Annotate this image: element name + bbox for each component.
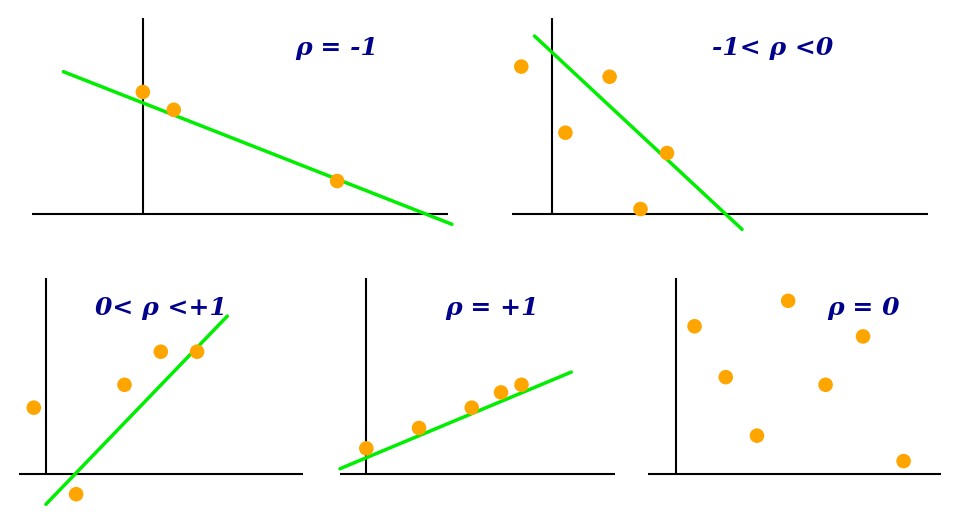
Point xyxy=(602,73,617,81)
Point xyxy=(153,348,169,356)
Text: -1< ρ <0: -1< ρ <0 xyxy=(712,36,833,60)
Point xyxy=(896,457,911,465)
Point xyxy=(189,348,204,356)
Point xyxy=(411,424,426,432)
Point xyxy=(514,381,529,389)
Text: ρ = 0: ρ = 0 xyxy=(827,296,900,320)
Point xyxy=(633,205,648,213)
Point xyxy=(359,444,374,453)
Text: ρ = +1: ρ = +1 xyxy=(445,296,539,320)
Text: ρ = -1: ρ = -1 xyxy=(296,36,378,60)
Point xyxy=(855,332,871,341)
Point xyxy=(464,403,479,412)
Point xyxy=(718,373,733,382)
Point xyxy=(493,388,509,396)
Point xyxy=(818,381,833,389)
Point xyxy=(135,88,151,96)
Point xyxy=(558,128,573,137)
Point xyxy=(117,381,132,389)
Point xyxy=(780,297,796,305)
Point xyxy=(166,105,181,114)
Point xyxy=(68,490,84,498)
Text: 0< ρ <+1: 0< ρ <+1 xyxy=(95,296,227,320)
Point xyxy=(329,177,345,186)
Point xyxy=(660,149,675,157)
Point xyxy=(26,403,41,412)
Point xyxy=(514,63,529,71)
Point xyxy=(749,431,764,440)
Point xyxy=(687,322,703,331)
